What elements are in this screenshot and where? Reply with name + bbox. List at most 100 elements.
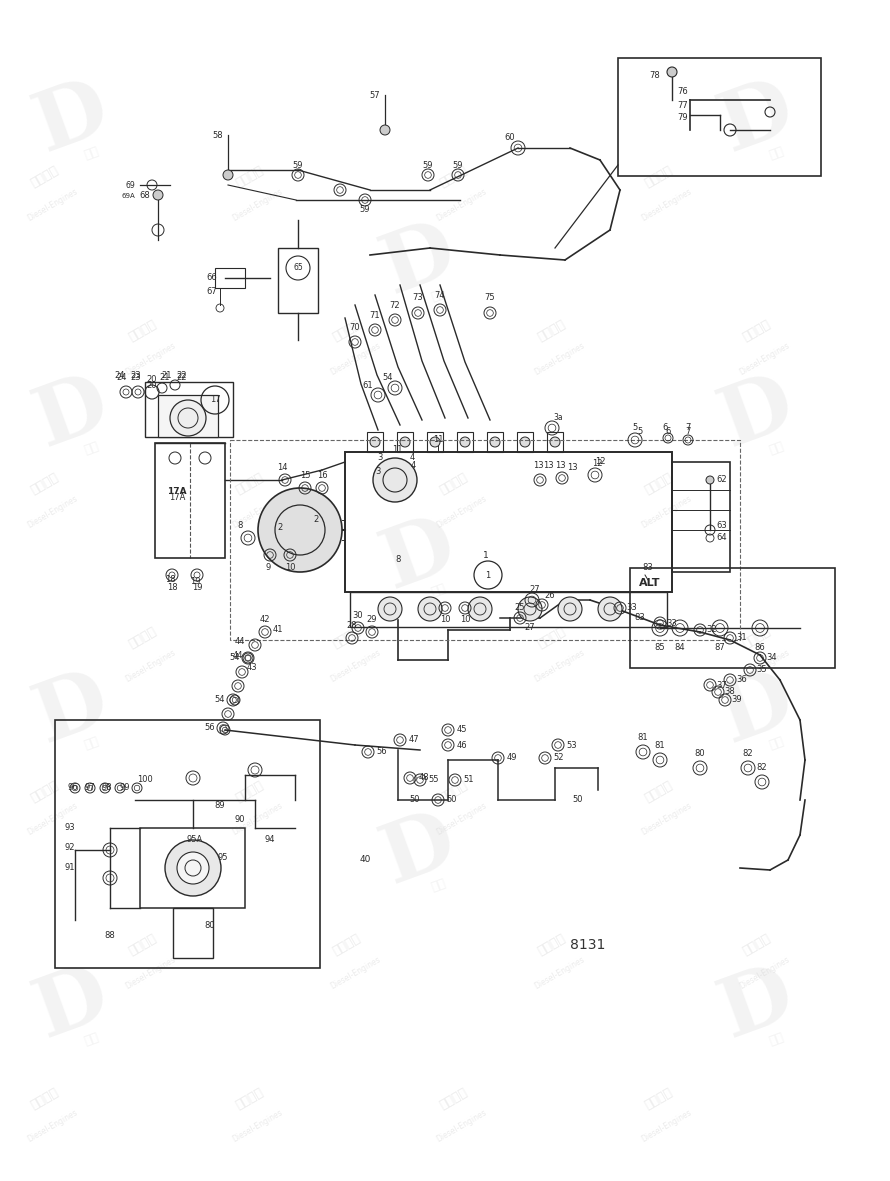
Bar xyxy=(630,568,835,668)
Bar xyxy=(367,432,383,452)
Text: 69: 69 xyxy=(125,181,135,189)
Text: 39: 39 xyxy=(732,696,742,705)
Text: Diesel-Engines: Diesel-Engines xyxy=(124,647,177,684)
Text: 21: 21 xyxy=(159,373,170,383)
Text: Diesel-Engines: Diesel-Engines xyxy=(26,1108,79,1144)
Text: 87: 87 xyxy=(715,644,725,652)
Bar xyxy=(487,432,503,452)
Text: 柴发动力: 柴发动力 xyxy=(28,1085,61,1111)
Bar xyxy=(173,908,213,958)
Text: D: D xyxy=(23,68,119,168)
Text: Diesel-Engines: Diesel-Engines xyxy=(640,801,693,837)
Text: 30: 30 xyxy=(352,612,363,620)
Text: Diesel-Engines: Diesel-Engines xyxy=(328,340,382,377)
Circle shape xyxy=(558,598,582,621)
Text: 80: 80 xyxy=(205,920,215,929)
Text: Diesel-Engines: Diesel-Engines xyxy=(26,187,79,223)
Text: 97: 97 xyxy=(85,783,95,792)
Text: Diesel-Engines: Diesel-Engines xyxy=(26,801,79,837)
Text: 88: 88 xyxy=(105,931,116,940)
Text: 44: 44 xyxy=(233,651,243,659)
Text: Diesel-Engines: Diesel-Engines xyxy=(231,1108,284,1144)
Text: 59: 59 xyxy=(293,161,303,170)
Text: Diesel-Engines: Diesel-Engines xyxy=(231,187,284,223)
Text: 73: 73 xyxy=(413,294,424,302)
Text: D: D xyxy=(708,954,805,1053)
Text: 83: 83 xyxy=(635,613,645,622)
Text: 3: 3 xyxy=(376,468,381,476)
Text: 24: 24 xyxy=(115,372,125,380)
Text: 柴发动力: 柴发动力 xyxy=(643,778,675,804)
Text: 7: 7 xyxy=(685,428,691,437)
Circle shape xyxy=(468,598,492,621)
Text: D: D xyxy=(370,210,466,309)
Bar xyxy=(397,432,413,452)
Circle shape xyxy=(170,400,206,436)
Bar xyxy=(158,394,218,437)
Text: D: D xyxy=(708,364,805,463)
Text: 62: 62 xyxy=(716,476,727,484)
Text: 61: 61 xyxy=(363,380,373,390)
Text: 10: 10 xyxy=(440,615,450,625)
Text: 柴发动力: 柴发动力 xyxy=(740,625,773,651)
Text: D: D xyxy=(708,68,805,168)
Bar xyxy=(230,441,740,640)
Text: 76: 76 xyxy=(677,87,688,97)
Text: 38: 38 xyxy=(724,687,735,697)
Circle shape xyxy=(258,488,342,572)
Text: 柴发动力: 柴发动力 xyxy=(740,318,773,344)
Circle shape xyxy=(418,598,442,621)
Text: 65: 65 xyxy=(293,263,303,273)
Circle shape xyxy=(518,598,542,621)
Text: 4: 4 xyxy=(410,461,416,470)
Text: 18: 18 xyxy=(166,583,177,593)
Text: 动力: 动力 xyxy=(429,876,448,894)
Text: 柴发动力: 柴发动力 xyxy=(643,164,675,190)
Text: 81: 81 xyxy=(655,742,666,750)
Text: 20: 20 xyxy=(147,380,158,390)
Text: 72: 72 xyxy=(390,300,400,309)
Text: 27: 27 xyxy=(530,586,540,594)
Text: 8: 8 xyxy=(238,521,243,529)
Text: 10: 10 xyxy=(285,563,295,573)
Text: 33: 33 xyxy=(627,603,637,613)
Text: 柴发动力: 柴发动力 xyxy=(536,625,568,651)
Text: 10: 10 xyxy=(460,615,470,625)
Text: 柴发动力: 柴发动力 xyxy=(643,1085,675,1111)
Text: 3a: 3a xyxy=(554,413,562,423)
Text: 95A: 95A xyxy=(187,835,203,844)
Text: 68: 68 xyxy=(140,190,150,200)
Text: 1: 1 xyxy=(485,570,490,580)
Text: 89: 89 xyxy=(214,801,225,809)
Bar xyxy=(547,432,563,452)
Text: 柴发动力: 柴发动力 xyxy=(438,1085,470,1111)
Text: 90: 90 xyxy=(235,816,246,824)
Text: 柴发动力: 柴发动力 xyxy=(438,778,470,804)
Text: 动力: 动力 xyxy=(429,286,448,304)
Text: 11: 11 xyxy=(392,445,402,455)
Text: 86: 86 xyxy=(755,644,765,652)
Circle shape xyxy=(153,190,163,200)
Text: 2: 2 xyxy=(278,523,283,533)
Text: ALT: ALT xyxy=(639,578,660,588)
Text: 75: 75 xyxy=(485,294,496,302)
Circle shape xyxy=(460,437,470,446)
Text: 43: 43 xyxy=(247,664,257,672)
Text: 柴发动力: 柴发动力 xyxy=(331,318,363,344)
Text: 49: 49 xyxy=(506,753,517,763)
Text: 31: 31 xyxy=(737,633,748,642)
Text: 动力: 动力 xyxy=(767,735,786,752)
Text: 12: 12 xyxy=(595,457,605,466)
Text: 20: 20 xyxy=(147,376,158,385)
Text: 4: 4 xyxy=(409,454,415,463)
Text: 67: 67 xyxy=(206,287,217,296)
Text: 84: 84 xyxy=(675,644,685,652)
Text: 85: 85 xyxy=(655,644,666,652)
Text: 44: 44 xyxy=(235,638,246,646)
Bar xyxy=(427,432,443,452)
Text: 69A: 69A xyxy=(121,193,135,200)
Text: 1: 1 xyxy=(483,550,489,560)
Text: 柴发动力: 柴发动力 xyxy=(331,932,363,958)
Bar xyxy=(140,828,245,908)
Text: 45: 45 xyxy=(457,725,467,735)
